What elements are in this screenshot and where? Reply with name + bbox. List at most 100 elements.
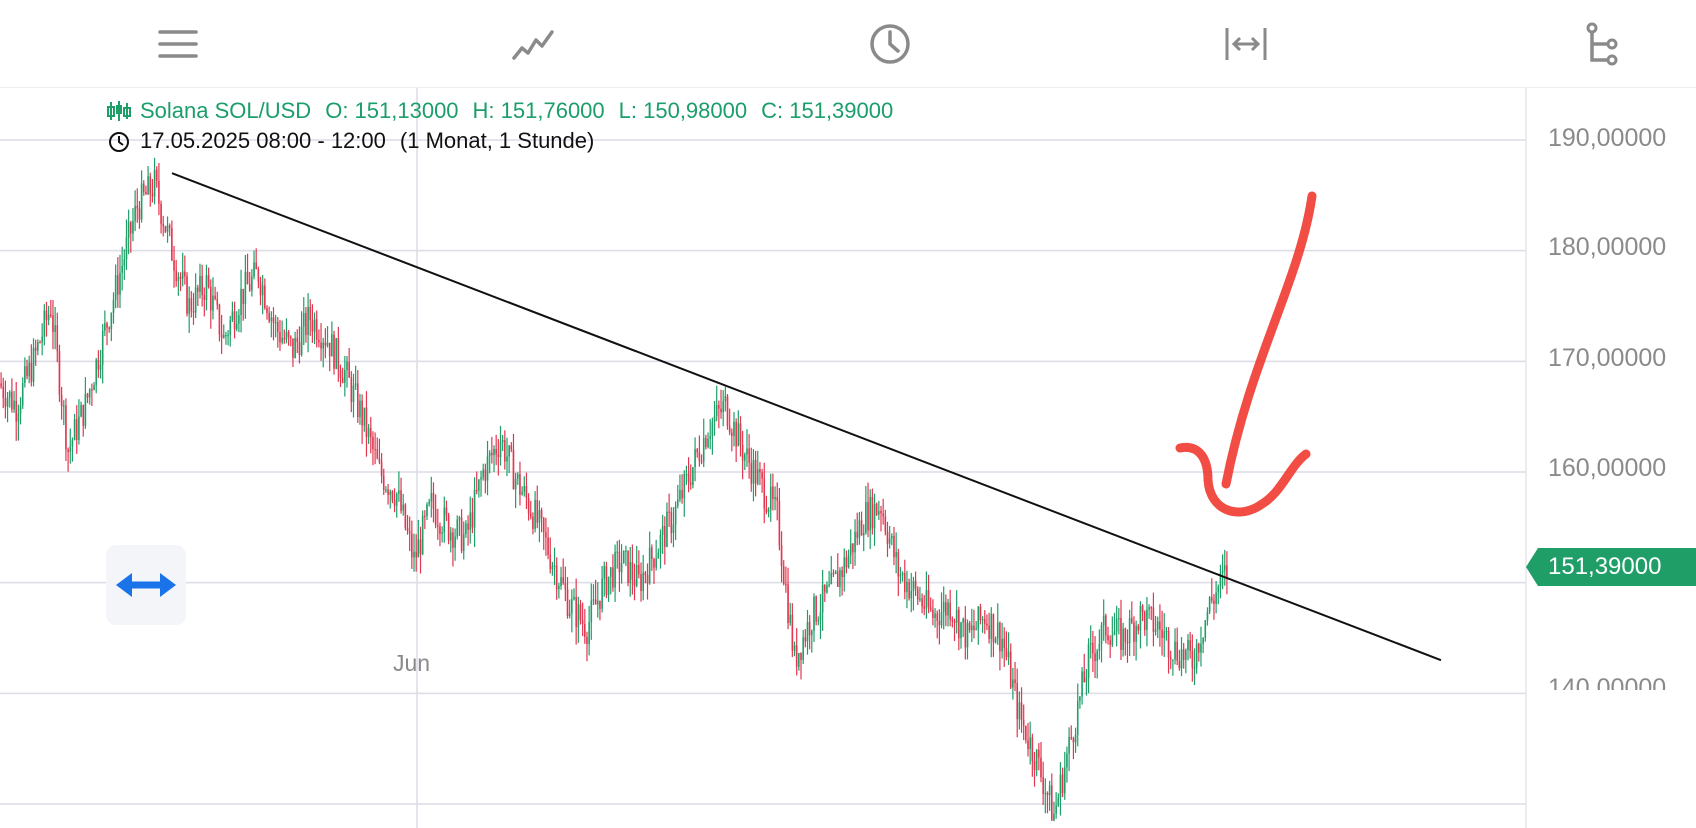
candle-body <box>1204 620 1207 638</box>
candle-body <box>331 334 333 357</box>
candle-body <box>681 489 683 499</box>
candle-body <box>1040 757 1042 778</box>
trendline[interactable] <box>171 172 1442 662</box>
candle-body <box>867 502 869 531</box>
candle-body <box>644 572 647 576</box>
candle-body <box>1044 792 1047 795</box>
candle-body <box>581 620 584 625</box>
candle-body <box>983 619 986 624</box>
candle-body <box>707 438 709 448</box>
candle-body <box>380 461 383 476</box>
candle-body <box>1033 761 1036 771</box>
candle-body <box>629 562 632 583</box>
candle-body <box>1200 643 1202 653</box>
hierarchy-icon[interactable] <box>1572 16 1632 72</box>
candle-body <box>845 557 848 568</box>
candle-body <box>50 314 52 316</box>
candle-body <box>244 271 247 304</box>
candle-body <box>633 579 636 586</box>
candle-body <box>657 552 660 559</box>
candle-body <box>153 169 156 197</box>
candle-body <box>313 319 316 332</box>
candlestick-chart[interactable] <box>0 88 1696 828</box>
candle-body <box>618 551 621 573</box>
candle-body <box>378 458 381 462</box>
candle-body <box>158 180 160 204</box>
candle-body <box>216 298 219 305</box>
candle-body <box>666 511 668 547</box>
candle-body <box>564 583 567 590</box>
candle-body <box>555 565 558 590</box>
candle-body <box>525 486 528 499</box>
candle-body <box>129 222 132 234</box>
candle-body <box>186 276 188 314</box>
candle-body <box>886 531 889 544</box>
candle-body <box>962 618 964 623</box>
candle-body <box>763 478 766 509</box>
candle-body <box>594 599 597 605</box>
candle-body <box>772 486 774 500</box>
candle-body <box>255 262 257 270</box>
candle-body <box>246 271 249 285</box>
chart-canvas[interactable] <box>0 88 1696 828</box>
candle-body <box>836 571 839 587</box>
candle-body <box>497 454 500 458</box>
candle-body <box>127 222 130 238</box>
candle-body <box>149 176 152 194</box>
candle-body <box>24 366 26 383</box>
candle-body <box>947 602 949 616</box>
candle-body <box>333 334 335 369</box>
candle-body <box>13 400 15 410</box>
candle-body <box>1109 640 1111 646</box>
candle-body <box>315 319 318 340</box>
candle-body <box>47 314 50 320</box>
candle-body <box>369 428 372 438</box>
menu-icon[interactable] <box>148 16 208 72</box>
candle-body <box>934 613 936 618</box>
candle-body <box>235 323 238 330</box>
candle-body <box>475 489 478 492</box>
candle-body <box>1208 597 1211 612</box>
open-value: O: 151,13000 <box>325 98 459 123</box>
candle-body <box>272 317 275 323</box>
candle-body <box>205 275 208 300</box>
candle-body <box>1050 785 1053 821</box>
candle-body <box>285 332 288 340</box>
candle-body <box>664 526 666 547</box>
candle-body <box>964 618 967 648</box>
candle-body <box>1137 625 1140 631</box>
candle-body <box>190 298 193 312</box>
candle-body <box>878 511 880 515</box>
resize-button[interactable] <box>106 545 186 625</box>
candle-body <box>406 527 409 531</box>
candle-body <box>685 473 688 475</box>
clock-icon[interactable] <box>860 16 920 72</box>
candle-body <box>75 419 78 440</box>
candle-body <box>71 439 74 446</box>
candle-body <box>512 449 515 490</box>
candle-body <box>324 342 327 346</box>
candle-body <box>1213 600 1215 604</box>
candle-body <box>670 511 673 534</box>
candle-body <box>8 391 11 398</box>
candle-body <box>966 623 969 648</box>
candle-body <box>899 574 902 577</box>
candle-body <box>449 532 452 541</box>
candle-body <box>653 558 655 568</box>
candle-body <box>534 499 536 529</box>
candle-body <box>932 609 934 618</box>
candle-body <box>58 351 61 395</box>
candle-body <box>590 600 593 623</box>
candle-body <box>194 287 197 313</box>
candle-body <box>1068 737 1070 754</box>
line-chart-icon[interactable] <box>504 16 564 72</box>
candle-body <box>1126 641 1129 644</box>
candle-body <box>547 537 549 555</box>
candle-body <box>638 565 640 575</box>
candle-body <box>181 271 184 279</box>
candle-body <box>1150 607 1153 609</box>
candle-body <box>558 585 560 590</box>
candle-body <box>603 566 606 579</box>
fit-width-icon[interactable] <box>1216 16 1276 72</box>
candle-body <box>359 400 361 418</box>
